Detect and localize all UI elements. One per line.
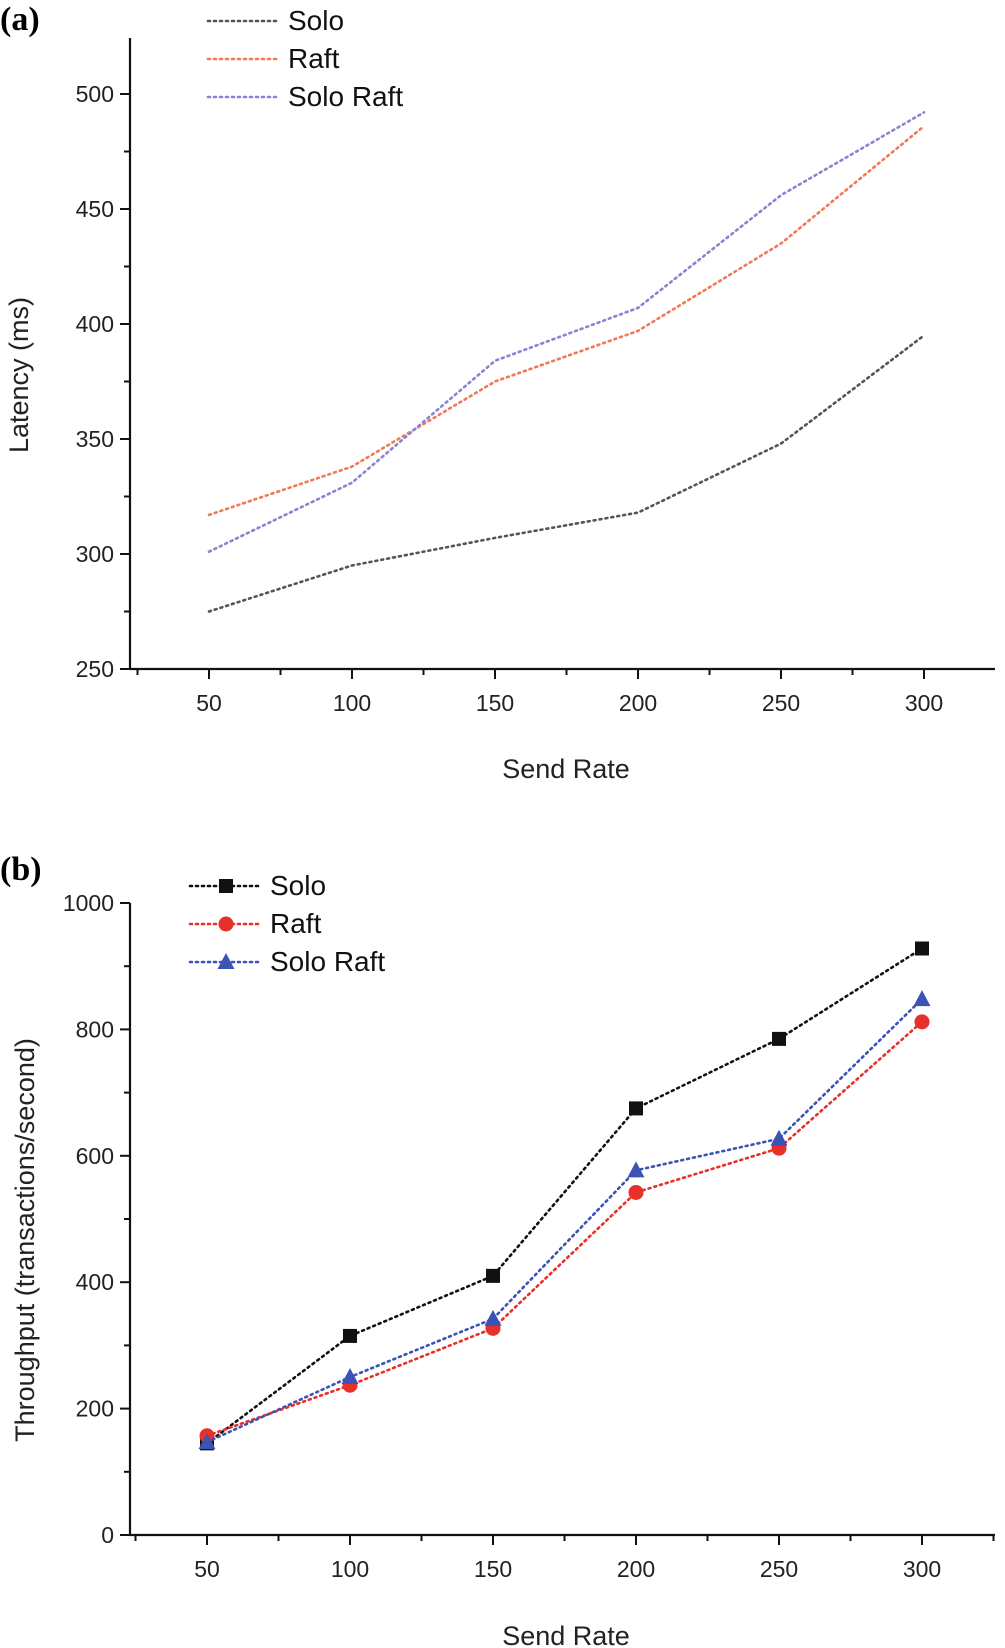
x-tick-label: 50 xyxy=(194,1556,220,1582)
y-tick-label: 500 xyxy=(76,81,114,107)
data-point xyxy=(913,990,931,1007)
series-raft xyxy=(207,124,926,517)
series-solo-raft xyxy=(198,990,931,1450)
series-raft xyxy=(199,1014,930,1444)
series-line xyxy=(207,334,926,613)
y-axis-title: Throughput (transactions/second) xyxy=(10,1038,40,1442)
chart-panel-1: (b) 0 200 400 600 800 1000 50 100 150 200 250 300 Sen… xyxy=(0,851,995,1648)
data-point xyxy=(627,1161,645,1178)
legend-marker xyxy=(218,916,234,932)
series-solo xyxy=(207,334,926,613)
series-line xyxy=(207,111,926,554)
data-point xyxy=(770,1129,788,1146)
legend-label: Solo Raft xyxy=(288,81,403,112)
data-point xyxy=(198,1433,216,1450)
data-point xyxy=(915,941,929,956)
legend-label: Solo xyxy=(270,870,326,901)
legend-label: Raft xyxy=(288,43,340,74)
series-line xyxy=(207,124,926,517)
series-solo-raft xyxy=(207,111,926,554)
x-tick-label: 100 xyxy=(331,1556,369,1582)
series-line xyxy=(205,947,924,1445)
data-point xyxy=(341,1368,359,1384)
data-point xyxy=(772,1031,786,1046)
y-tick-label: 1000 xyxy=(63,890,114,916)
series-line xyxy=(205,1020,924,1438)
y-tick-label: 400 xyxy=(76,1269,114,1295)
y-tick-label: 400 xyxy=(76,311,114,337)
legend-label: Raft xyxy=(270,908,322,939)
data-point xyxy=(343,1328,357,1343)
chart-panel-0: (a) 250 300 350 400 450 500 50 100 150 200 250 300 Se… xyxy=(0,1,995,784)
x-tick-label: 250 xyxy=(760,1556,798,1582)
y-tick-label: 450 xyxy=(76,196,114,222)
data-point xyxy=(629,1101,643,1116)
data-point xyxy=(486,1268,500,1283)
x-tick-label: 200 xyxy=(617,1556,655,1582)
y-axis-title: Latency (ms) xyxy=(4,297,34,453)
x-axis-title: Send Rate xyxy=(502,754,630,784)
x-axis-title: Send Rate xyxy=(502,1621,630,1648)
y-tick-label: 0 xyxy=(101,1522,114,1548)
y-tick-label: 600 xyxy=(76,1143,114,1169)
y-tick-label: 350 xyxy=(76,426,114,452)
data-point xyxy=(628,1184,644,1200)
data-point xyxy=(484,1309,502,1326)
panel-label: (a) xyxy=(0,1,40,38)
x-tick-label: 150 xyxy=(476,690,514,716)
data-point xyxy=(914,1014,930,1030)
y-tick-label: 800 xyxy=(76,1016,114,1042)
legend-marker xyxy=(219,879,233,893)
series-line xyxy=(205,997,924,1444)
x-tick-label: 300 xyxy=(903,1556,941,1582)
legend-label: Solo Raft xyxy=(270,946,385,977)
series-solo xyxy=(200,941,929,1451)
y-tick-label: 300 xyxy=(76,541,114,567)
y-tick-label: 200 xyxy=(76,1396,114,1422)
legend-marker xyxy=(217,953,235,969)
x-tick-label: 50 xyxy=(196,690,222,716)
x-tick-label: 200 xyxy=(619,690,657,716)
x-tick-label: 300 xyxy=(905,690,943,716)
legend-label: Solo xyxy=(288,5,344,36)
x-tick-label: 100 xyxy=(333,690,371,716)
x-tick-label: 250 xyxy=(762,690,800,716)
panel-label: (b) xyxy=(0,851,42,888)
y-tick-label: 250 xyxy=(76,656,114,682)
x-tick-label: 150 xyxy=(474,1556,512,1582)
